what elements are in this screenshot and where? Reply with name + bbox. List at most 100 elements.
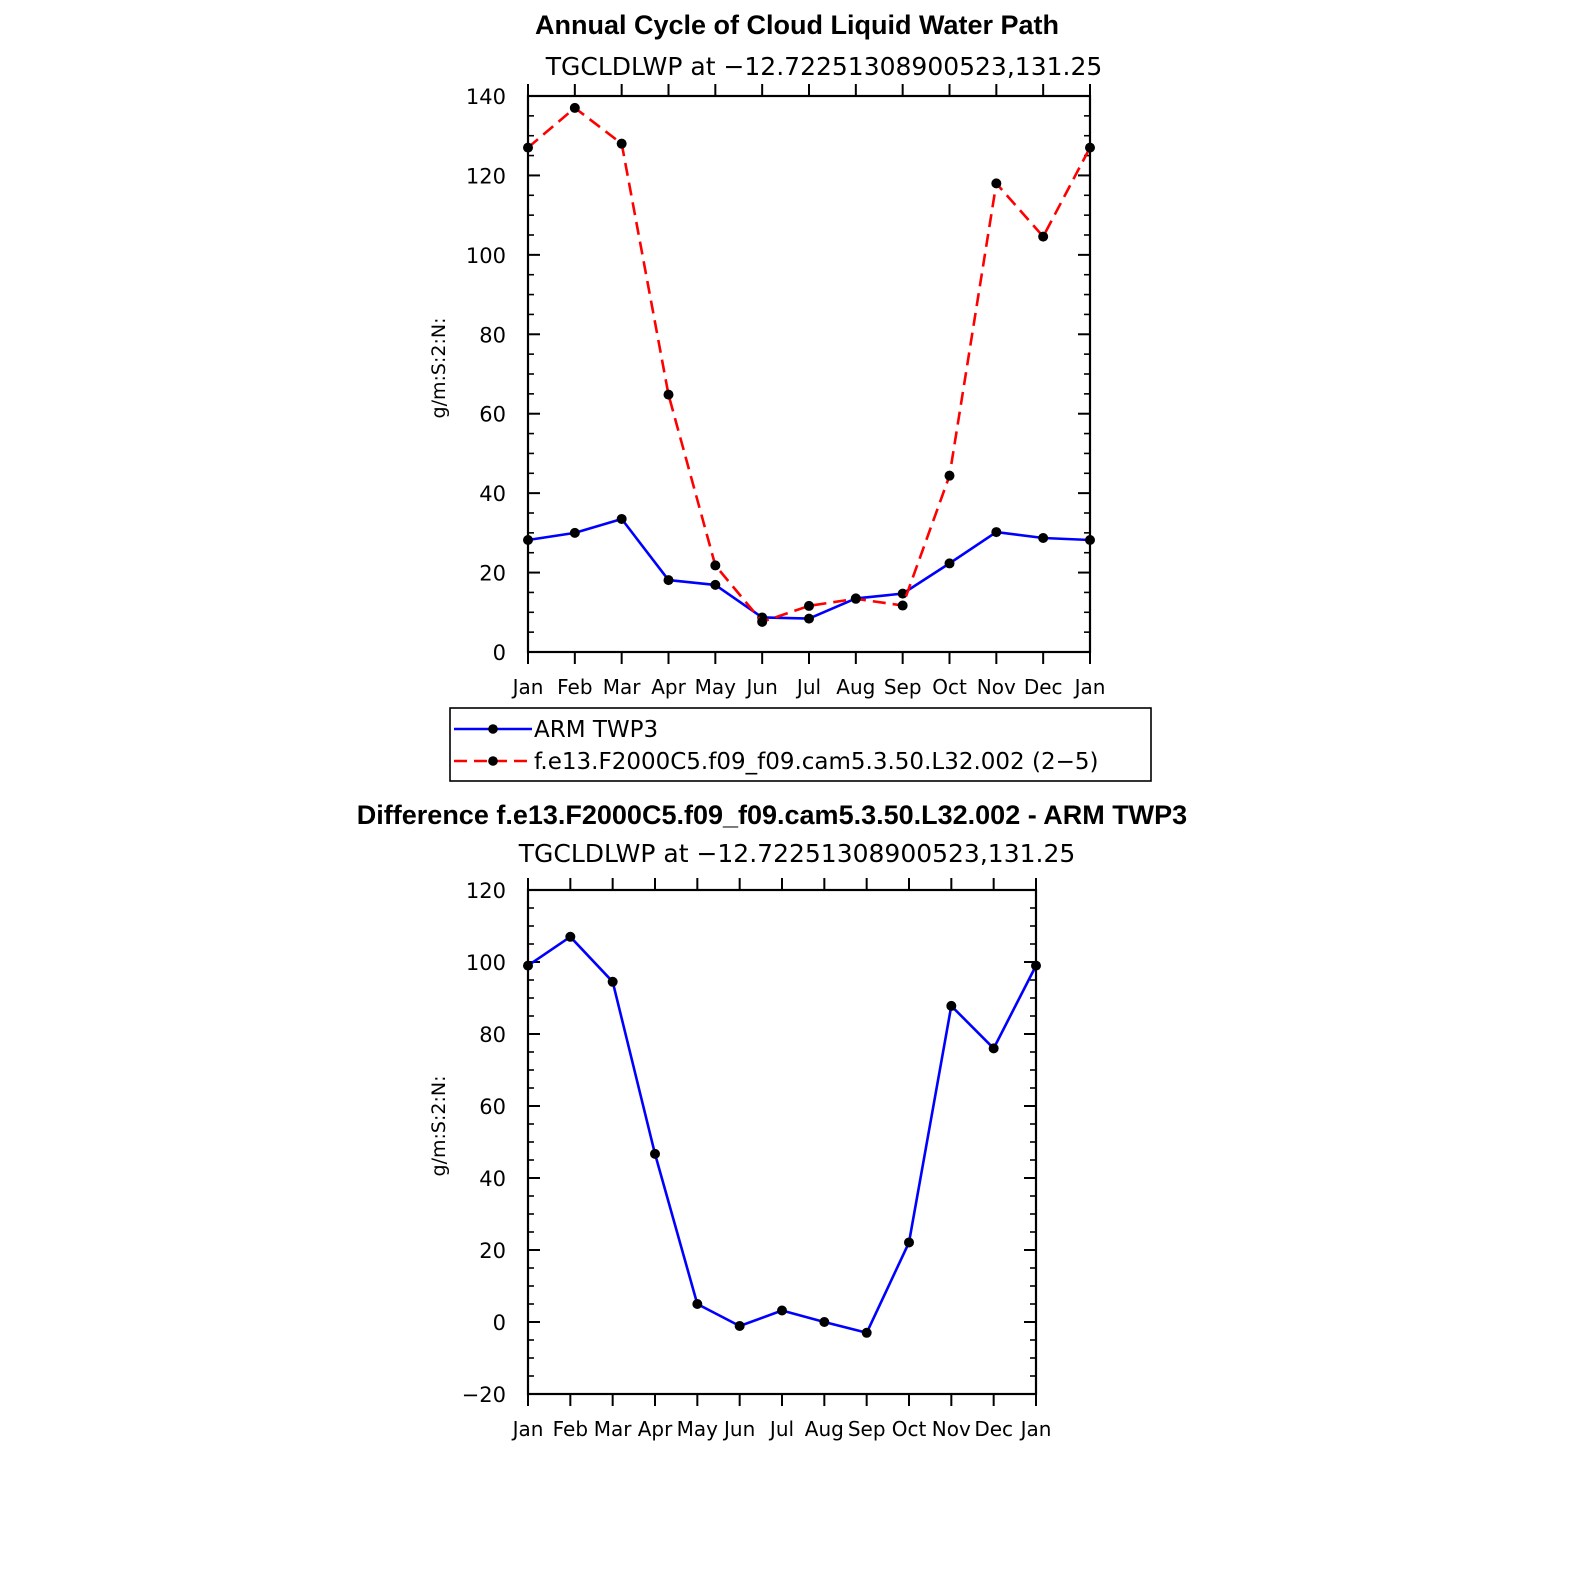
data-point — [569, 102, 580, 113]
data-point — [616, 138, 627, 149]
y-tick-label: 100 — [466, 244, 506, 268]
difference-panel: Difference f.e13.F2000C5.f09_f09.cam5.3.… — [357, 800, 1187, 1441]
data-point — [861, 1327, 872, 1338]
data-point — [1038, 533, 1049, 544]
data-point — [777, 1305, 787, 1316]
x-tick-label: Aug — [805, 1417, 844, 1441]
x-tick-label: Nov — [977, 675, 1016, 699]
data-point — [1085, 142, 1095, 153]
plot-area: −20 0 20 40 60 80 100 120 Jan Feb Mar Apr May Jun Jul A… — [462, 878, 1052, 1441]
y-tick-label: 140 — [466, 85, 506, 109]
data-point — [523, 960, 533, 971]
data-point — [944, 558, 955, 569]
y-tick-label: 80 — [479, 1023, 506, 1047]
data-point — [804, 613, 814, 624]
x-tick-label: May — [677, 1417, 719, 1441]
legend-label-model: f.e13.F2000C5.f09_f09.cam5.3.50.L32.002 … — [534, 749, 1098, 775]
x-tick-label: Jan — [1019, 1417, 1052, 1441]
data-point — [1085, 535, 1095, 546]
data-point — [988, 1043, 999, 1054]
y-tick-label: 0 — [493, 1311, 506, 1335]
y-tick-label: 60 — [479, 1095, 506, 1119]
x-tick-label: Jan — [1073, 675, 1106, 699]
data-point — [569, 527, 580, 538]
y-tick-label: 120 — [466, 164, 506, 188]
y-tick-label: 20 — [479, 1239, 506, 1263]
legend-marker-model — [488, 756, 498, 766]
x-tick-label: Apr — [638, 1417, 673, 1441]
data-point — [897, 588, 908, 599]
plot-area: 0 20 40 60 80 100 120 140 Jan Feb Mar Apr May Jun Jul A… — [466, 84, 1106, 699]
data-point — [804, 600, 814, 611]
x-tick-label: Dec — [974, 1417, 1013, 1441]
x-tick-label: Oct — [932, 675, 967, 699]
data-point — [819, 1317, 830, 1327]
y-tick-label: 20 — [479, 562, 506, 586]
y-tick-label: 80 — [479, 323, 506, 347]
y-tick-label: 0 — [493, 641, 506, 665]
x-tick-label: Sep — [848, 1417, 886, 1441]
data-point — [650, 1148, 660, 1159]
series-line — [527, 935, 1038, 1335]
data-point — [991, 178, 1002, 189]
y-axis-label: g/m:S:2:N: — [428, 1076, 450, 1177]
data-point — [616, 513, 627, 524]
y-axis-label: g/m:S:2:N: — [428, 318, 450, 419]
y-tick-label: 40 — [479, 482, 506, 506]
data-point — [1031, 960, 1041, 971]
x-tick-label: Apr — [651, 675, 686, 699]
data-point — [1038, 231, 1049, 242]
annual-cycle-panel: Annual Cycle of Cloud Liquid Water Path … — [428, 10, 1152, 782]
data-point — [607, 976, 618, 987]
x-tick-label: May — [695, 675, 737, 699]
data-point — [523, 535, 533, 546]
data-point — [944, 470, 955, 481]
x-tick-label: Nov — [932, 1417, 971, 1441]
difference-subtitle: TGCLDLWP at −12.72251308900523,131.25 — [518, 839, 1076, 868]
x-tick-label: Jun — [722, 1417, 755, 1441]
data-point — [991, 527, 1002, 538]
data-point — [692, 1299, 703, 1309]
y-tick-label: 60 — [479, 403, 506, 427]
data-point — [710, 579, 721, 590]
y-tick-label: −20 — [462, 1383, 506, 1407]
data-point — [897, 600, 908, 611]
x-tick-label: Dec — [1024, 675, 1063, 699]
x-tick-label: Jun — [745, 675, 778, 699]
x-tick-label: Jan — [511, 675, 544, 699]
legend-label-arm-twp3: ARM TWP3 — [534, 717, 658, 743]
x-tick-label: Sep — [884, 675, 922, 699]
y-tick-label: 120 — [466, 879, 506, 903]
data-point — [904, 1237, 914, 1248]
data-point — [850, 593, 861, 604]
x-tick-label: Jul — [768, 1417, 794, 1441]
x-tick-label: Jan — [511, 1417, 544, 1441]
data-point — [565, 931, 576, 942]
legend-box — [449, 707, 1152, 782]
series-line — [527, 106, 1092, 624]
difference-title: Difference f.e13.F2000C5.f09_f09.cam5.3.… — [357, 800, 1187, 830]
y-tick-label: 40 — [479, 1167, 506, 1191]
x-tick-label: Jul — [795, 675, 821, 699]
y-tick-label: 100 — [466, 951, 506, 975]
data-point — [663, 575, 674, 586]
x-tick-label: Oct — [892, 1417, 927, 1441]
data-point — [710, 560, 721, 571]
plot-frame — [526, 94, 1092, 654]
data-point — [946, 1000, 957, 1011]
data-point — [734, 1320, 745, 1331]
x-tick-label: Feb — [557, 675, 592, 699]
x-tick-label: Mar — [594, 1417, 633, 1441]
x-tick-label: Mar — [603, 675, 642, 699]
chart-title: Annual Cycle of Cloud Liquid Water Path — [535, 10, 1059, 40]
data-point — [523, 142, 533, 153]
legend: ARM TWP3 f.e13.F2000C5.f09_f09.cam5.3.50… — [449, 707, 1152, 782]
x-tick-label: Feb — [553, 1417, 588, 1441]
data-point — [663, 389, 674, 400]
legend-marker-arm-twp3 — [488, 724, 498, 734]
x-tick-label: Aug — [836, 675, 875, 699]
chart-subtitle: TGCLDLWP at −12.72251308900523,131.25 — [545, 52, 1103, 81]
data-point — [757, 616, 768, 627]
